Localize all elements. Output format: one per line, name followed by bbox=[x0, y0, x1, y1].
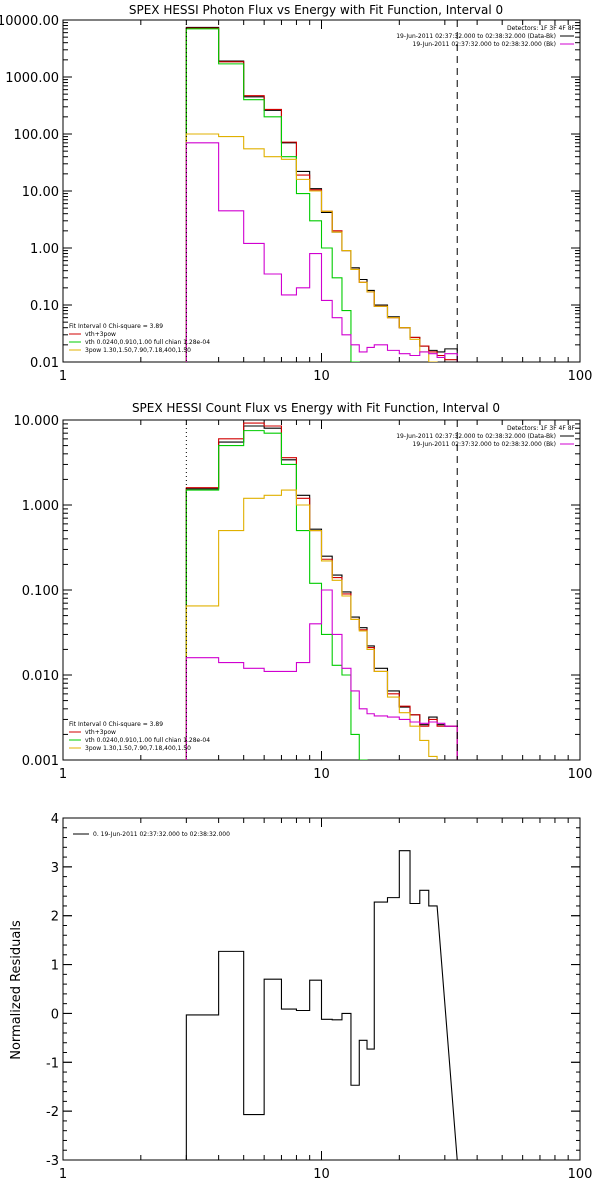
legend-fit-text: vth+3pow bbox=[85, 331, 116, 338]
y-tick-label: 1.00 bbox=[30, 242, 59, 257]
y-tick-label: 0 bbox=[51, 1007, 59, 1022]
legend-fit-text: vth+3pow bbox=[85, 729, 116, 736]
x-tick-label: 1 bbox=[59, 1167, 67, 1182]
y-tick-label: 4 bbox=[51, 812, 59, 827]
series-line bbox=[185, 142, 458, 362]
y-tick-label: 1000.00 bbox=[5, 71, 59, 86]
legend-fit-text: 3pow 1.30,1.50,7.90,7.18,400,1.50 bbox=[85, 745, 191, 752]
legend-fit-text: vth 0.0240,0.910,1.00 full chian 1.28e-0… bbox=[85, 339, 210, 346]
y-tick-label: 1 bbox=[51, 959, 59, 974]
y-tick-label: 100.00 bbox=[14, 128, 60, 143]
photon-title: SPEX HESSI Photon Flux vs Energy with Fi… bbox=[129, 3, 503, 17]
x-tick-label: 10 bbox=[313, 369, 330, 384]
x-tick-label: 1 bbox=[59, 767, 67, 782]
y-tick-label: 10.000 bbox=[14, 414, 60, 429]
y-tick-label: 0.001 bbox=[22, 754, 59, 769]
count-title: SPEX HESSI Count Flux vs Energy with Fit… bbox=[132, 401, 500, 415]
plot-series bbox=[185, 422, 458, 760]
y-tick-label: -3 bbox=[46, 1154, 59, 1169]
legend-detectors: Detectors: 1F 3F 4F 8F bbox=[507, 25, 576, 32]
y-tick-label: 0.100 bbox=[22, 584, 59, 599]
x-tick-label: 100 bbox=[568, 767, 593, 782]
legend-interval-text: 19-Jun-2011 02:37:32.000 to 02:38:32.000… bbox=[396, 33, 556, 40]
series-line bbox=[185, 28, 458, 362]
series-line bbox=[185, 850, 458, 1160]
y-tick-label: 10000.00 bbox=[0, 14, 59, 29]
photon-flux-panel: SPEX HESSI Photon Flux vs Energy with Fi… bbox=[0, 3, 593, 384]
legend-interval-text: 19-Jun-2011 02:37:32.000 to 02:38:32.000… bbox=[413, 441, 556, 448]
y-tick-label: -2 bbox=[46, 1105, 59, 1120]
x-tick-label: 100 bbox=[568, 369, 593, 384]
plot-series bbox=[185, 850, 458, 1160]
plot-series bbox=[185, 26, 458, 362]
series-line bbox=[185, 425, 458, 760]
y-tick-label: 0.01 bbox=[30, 356, 59, 371]
y-tick-label: 2 bbox=[51, 910, 59, 925]
y-tick-label: 0.10 bbox=[30, 299, 59, 314]
x-tick-label: 1 bbox=[59, 369, 67, 384]
series-line bbox=[185, 589, 458, 760]
legend-interval-text: 19-Jun-2011 02:37:32.000 to 02:38:32.000… bbox=[396, 433, 556, 440]
y-tick-label: 3 bbox=[51, 861, 59, 876]
legend-fit-text: 3pow 1.30,1.50,7.90,7.18,400,1.50 bbox=[85, 347, 191, 354]
count-flux-panel: SPEX HESSI Count Flux vs Energy with Fit… bbox=[14, 401, 593, 782]
legend-interval-text: 19-Jun-2011 02:37:32.000 to 02:38:32.000… bbox=[413, 41, 556, 48]
x-tick-label: 100 bbox=[568, 1167, 593, 1182]
legend-fit-header: Fit Interval 0 Chi-square = 3.89 bbox=[69, 721, 163, 728]
y-tick-label: 1.000 bbox=[22, 499, 59, 514]
x-tick-label: 10 bbox=[313, 1167, 330, 1182]
x-tick-label: 10 bbox=[313, 767, 330, 782]
y-tick-label: -1 bbox=[46, 1056, 59, 1071]
y-tick-label: 0.010 bbox=[22, 669, 59, 684]
legend-text: 0. 19-Jun-2011 02:37:32.000 to 02:38:32.… bbox=[93, 831, 230, 838]
legend-fit-text: vth 0.0240,0.910,1.00 full chian 1.28e-0… bbox=[85, 737, 210, 744]
residuals-y-label: Normalized Residuals bbox=[9, 920, 24, 1060]
legend-fit-header: Fit Interval 0 Chi-square = 3.89 bbox=[69, 323, 163, 330]
legend-detectors: Detectors: 1F 3F 4F 8F bbox=[507, 425, 576, 432]
y-tick-label: 10.00 bbox=[22, 185, 59, 200]
series-line bbox=[185, 489, 458, 760]
series-line bbox=[185, 430, 458, 760]
residuals-panel: Normalized Residuals 1 10 100 -3 -2 -1 0 1 2 3 4 0.… bbox=[9, 812, 592, 1182]
